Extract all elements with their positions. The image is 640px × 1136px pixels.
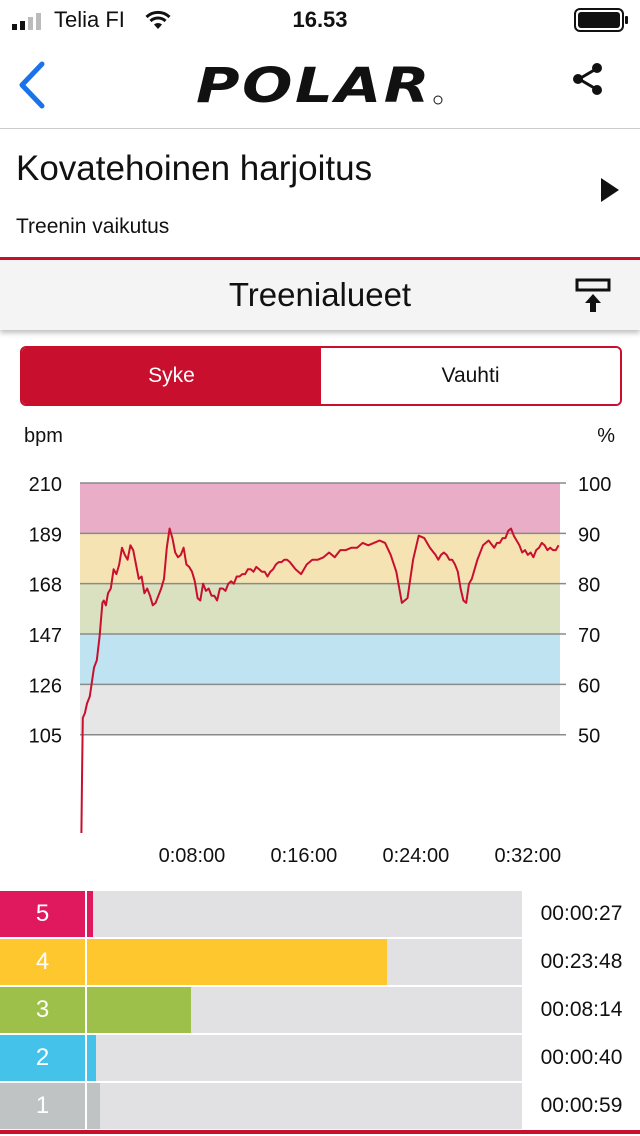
zone-row-3: 3 00:08:14 xyxy=(0,987,640,1033)
svg-text:POLAR: POLAR xyxy=(196,62,432,108)
share-icon[interactable] xyxy=(568,60,608,100)
right-tick-label: 90 xyxy=(578,524,600,546)
status-bar: Telia FI 16.53 xyxy=(0,0,640,40)
zone-band-2 xyxy=(80,634,560,685)
section-header: Treenialueet xyxy=(0,260,640,330)
wifi-icon xyxy=(145,10,171,29)
section-title: Treenialueet xyxy=(228,276,412,313)
zone-track xyxy=(87,891,522,937)
battery-icon xyxy=(574,8,628,32)
bottom-accent-line xyxy=(0,1130,640,1134)
x-tick-label: 0:24:00 xyxy=(382,845,449,867)
zone-row-1: 1 00:00:59 xyxy=(0,1083,640,1129)
tab-syke[interactable]: Syke xyxy=(22,348,321,404)
zone-track xyxy=(87,1083,522,1129)
status-time: 16.53 xyxy=(292,7,348,32)
heart-rate-zone-chart: 210 100 189 90 168 80 147 70 126 60 105 50 bpm % 0:08:… xyxy=(24,425,615,867)
zone-track xyxy=(87,1035,522,1081)
collapse-up-icon[interactable] xyxy=(574,276,612,314)
zone-bar xyxy=(87,987,192,1033)
zone-track xyxy=(87,987,522,1033)
zone-bar xyxy=(87,1035,96,1081)
zone-number: 1 xyxy=(0,1083,85,1129)
signal-icon xyxy=(12,13,41,30)
zone-band-3 xyxy=(80,583,560,635)
y-tick-label: 189 xyxy=(29,524,62,546)
zone-time: 00:00:40 xyxy=(523,1035,640,1081)
right-tick-label: 60 xyxy=(578,675,600,697)
zone-time: 00:23:48 xyxy=(523,939,640,985)
chevron-left-icon[interactable] xyxy=(14,60,50,110)
x-tick-label: 0:32:00 xyxy=(494,845,561,867)
zone-bar xyxy=(87,939,388,985)
session-header[interactable]: Kovatehoinen harjoitus Treenin vaikutus xyxy=(0,129,640,260)
y-tick-label: 105 xyxy=(29,726,62,748)
x-tick-label: 0:16:00 xyxy=(271,845,338,867)
zone-number: 5 xyxy=(0,891,85,937)
zone-time: 00:00:27 xyxy=(523,891,640,937)
zone-row-2: 2 00:00:40 xyxy=(0,1035,640,1081)
zone-band-5 xyxy=(80,483,560,534)
metric-segmented-control: Syke Vauhti xyxy=(20,346,622,406)
zone-time: 00:08:14 xyxy=(523,987,640,1033)
tab-vauhti[interactable]: Vauhti xyxy=(321,348,620,404)
right-tick-label: 100 xyxy=(578,474,611,496)
zone-track xyxy=(87,939,522,985)
session-title: Kovatehoinen harjoitus xyxy=(16,149,373,188)
zone-row-5: 5 00:00:27 xyxy=(0,891,640,937)
zone-number: 2 xyxy=(0,1035,85,1081)
zone-number: 3 xyxy=(0,987,85,1033)
bpm-axis-label: bpm xyxy=(24,425,63,447)
heart-rate-line xyxy=(80,527,560,834)
play-icon[interactable] xyxy=(598,175,622,205)
zone-time: 00:00:59 xyxy=(523,1083,640,1129)
zone-summary: 5 00:00:27 4 00:23:48 3 00:08:14 2 00:00:40 1 00:… xyxy=(0,890,640,1136)
percent-axis-label: % xyxy=(597,425,615,447)
zone-row-4: 4 00:23:48 xyxy=(0,939,640,985)
y-tick-label: 147 xyxy=(29,625,62,647)
y-tick-label: 126 xyxy=(29,675,62,697)
polar-logo: POLAR xyxy=(196,62,443,108)
session-subtitle: Treenin vaikutus xyxy=(16,215,170,238)
zone-bar xyxy=(87,1083,101,1129)
zone-bar xyxy=(87,891,93,937)
right-tick-label: 80 xyxy=(578,575,600,597)
zone-number: 4 xyxy=(0,939,85,985)
carrier-name: Telia FI xyxy=(54,7,125,32)
x-tick-label: 0:08:00 xyxy=(159,845,226,867)
right-tick-label: 50 xyxy=(578,726,600,748)
zone-band-1 xyxy=(80,684,560,735)
y-tick-label: 210 xyxy=(29,474,62,496)
y-tick-label: 168 xyxy=(29,575,62,597)
right-tick-label: 70 xyxy=(578,625,600,647)
nav-bar: POLAR xyxy=(0,40,640,129)
